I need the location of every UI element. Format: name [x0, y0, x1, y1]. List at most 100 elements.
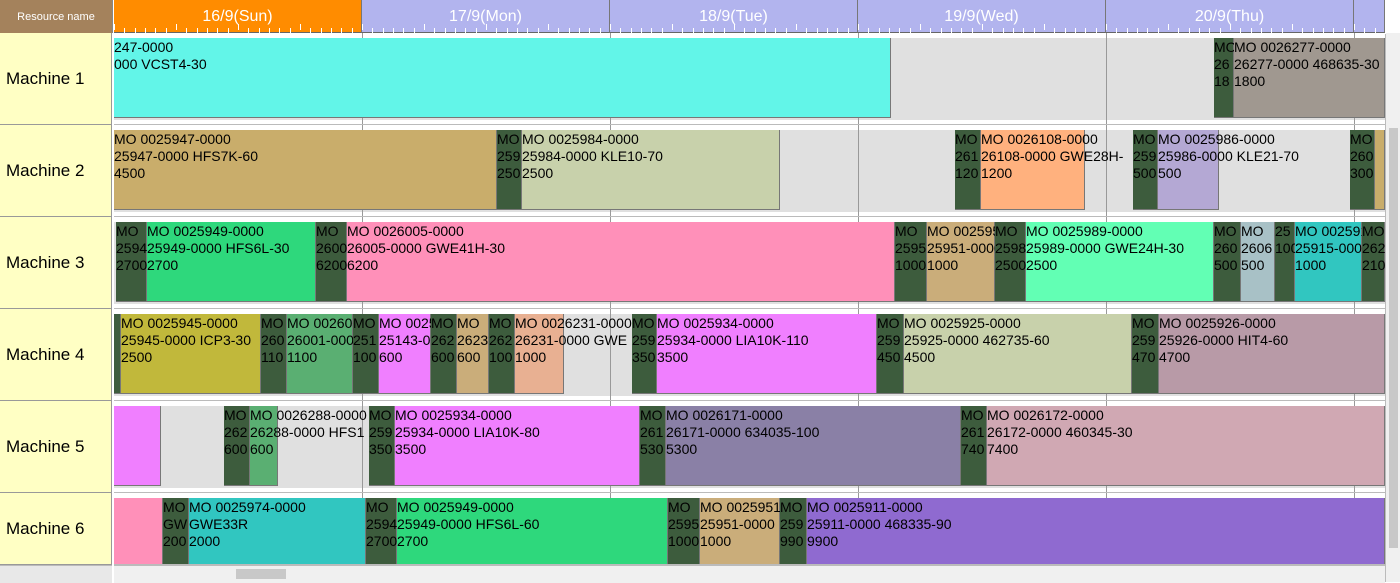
task-text: 1100 — [287, 349, 318, 365]
task-text: 2595 — [668, 516, 700, 532]
task-block[interactable]: MO 0025934-0000 25934-0000 LIA10K-110 3500 — [657, 314, 877, 394]
resource-row: MO 0025947-0000 25947-0000 HFS7K-60 4500 MO… — [114, 125, 1385, 217]
tick — [992, 28, 993, 34]
task-text: 500 — [1158, 165, 1182, 181]
task-block[interactable] — [114, 498, 163, 564]
task-block[interactable]: MO 2606 500 — [1241, 222, 1275, 302]
task-text: 260 — [1350, 148, 1374, 164]
task-text: 25984-0000 KLE10-70 — [522, 148, 663, 164]
tick — [548, 24, 549, 30]
tick — [445, 28, 446, 34]
tick — [517, 28, 518, 34]
task-block[interactable]: MO 2623 600 — [457, 314, 489, 394]
task-block[interactable]: MO 0025984-0000 25984-0000 KLE10-70 2500 — [522, 130, 780, 210]
task-block[interactable]: MO 2594 2700 — [366, 498, 397, 564]
tick — [465, 28, 466, 34]
task-text: MO 0026288-0000 — [250, 407, 367, 424]
task-block[interactable]: MO 261 530 — [640, 406, 666, 486]
task-block[interactable]: MO 251 100 — [353, 314, 379, 394]
task-text: 25945-0000 ICP3-30 — [121, 332, 251, 348]
task-block[interactable]: MO 0025974-0000 GWE33R 2000 — [189, 498, 366, 564]
task-block[interactable] — [114, 406, 161, 486]
task-block[interactable]: MO 0026005-0000 26005-0000 GWE41H-30 6200 — [347, 222, 895, 302]
tick — [734, 24, 735, 30]
task-block[interactable]: MO 0025949-0000 25949-0000 HFS6L-30 2700 — [147, 222, 316, 302]
task-block[interactable]: MO 2594 2700 — [116, 222, 147, 302]
task-block[interactable]: MO 0026288-000026288-0000 HFS1600 — [250, 406, 367, 486]
task-block[interactable]: 247-0000 000 VCST4-30 — [114, 38, 891, 118]
tick — [1333, 28, 1334, 34]
day-header[interactable]: 17/9(Mon) — [362, 0, 610, 33]
task-block[interactable]: MO 0026231-000026231-0000 GWE1000 — [515, 314, 632, 394]
task-text: MO 0025974-0000 — [189, 499, 306, 515]
task-block[interactable]: MO 0025947-0000 25947-0000 HFS7K-60 4500 — [114, 130, 497, 210]
task-block[interactable]: MO 259 990 — [780, 498, 807, 564]
task-text: 26108-0000 GWE28H- — [981, 148, 1124, 164]
task-block[interactable]: MO 261 740 — [961, 406, 987, 486]
horizontal-scrollbar[interactable] — [114, 565, 1385, 583]
task-block[interactable]: MO 260 110 — [261, 314, 287, 394]
scroll-thumb[interactable] — [236, 569, 286, 579]
task-block[interactable]: MO 260 300 — [1350, 130, 1375, 210]
tick — [310, 28, 311, 34]
task-text: 26001-0000 — [287, 332, 362, 348]
task-block[interactable]: MO 0025926-0000 25926-0000 HIT4-60 4700 — [1159, 314, 1385, 394]
task-block[interactable]: MO 259 450 — [877, 314, 904, 394]
tick — [1344, 28, 1345, 34]
task-block[interactable]: MO 260 500 — [1214, 222, 1241, 302]
task-block[interactable]: MO 2595 1000 — [895, 222, 927, 302]
task-block[interactable]: MO 0026171-0000 26171-0000 634035-100 5300 — [666, 406, 961, 486]
task-block[interactable]: MO 259 250 — [497, 130, 522, 210]
tick — [507, 28, 508, 34]
task-block[interactable]: MO 0025945-0000 25945-0000 ICP3-30 2500 — [121, 314, 261, 394]
task-text: MO — [877, 315, 900, 331]
task-block[interactable]: MO 2600 6200 — [316, 222, 347, 302]
task-block[interactable]: MO 0026172-0000 26172-0000 460345-30 7400 — [987, 406, 1385, 486]
tick — [341, 28, 342, 34]
task-block[interactable]: MO 259 350 — [632, 314, 657, 394]
day-divider — [1106, 125, 1107, 216]
task-text: 2500 — [522, 165, 554, 181]
task-block[interactable]: MO 0026277-0000 26277-0000 468635-30 1800 — [1234, 38, 1385, 118]
task-block[interactable]: MO 262 600 — [224, 406, 250, 486]
task-block[interactable]: MO 0025951-0000 25951-0000 1000 — [700, 498, 817, 564]
task-block[interactable]: MO 259 470 — [1132, 314, 1159, 394]
task-block[interactable]: MO 0025989-0000 25989-0000 GWE24H-30 2500 — [1026, 222, 1214, 302]
task-block[interactable]: MO 262 210 — [1362, 222, 1385, 302]
task-block[interactable]: MO 259 500 — [1133, 130, 1158, 210]
task-block[interactable]: MO 0026001-0000 26001-0000 1100 — [287, 314, 404, 394]
task-block[interactable]: MO GW 200 — [163, 498, 189, 564]
task-block[interactable]: MO 262 600 — [431, 314, 457, 394]
task-block[interactable] — [1375, 130, 1385, 210]
task-block[interactable]: MO 262 100 — [489, 314, 515, 394]
task-block[interactable]: MO 2595 1000 — [668, 498, 700, 564]
task-text: 1000 — [927, 257, 959, 273]
left-scrollbar[interactable] — [0, 565, 112, 583]
task-text: 251 — [353, 332, 377, 348]
tick — [941, 28, 942, 34]
task-block[interactable]: MO 26 18 — [1214, 38, 1237, 118]
task-block[interactable]: MO 0025949-0000 25949-0000 HFS6L-60 2700 — [397, 498, 668, 564]
task-block[interactable]: MO 0025911-0000 25911-0000 468335-90 9900 — [807, 498, 1385, 564]
task-block[interactable] — [114, 314, 121, 394]
task-block[interactable]: MO 0025951-0000 25951-0000 1000 — [927, 222, 1044, 302]
tick — [1116, 28, 1117, 34]
task-block[interactable]: MO 0025934-0000 25934-0000 LIA10K-80 3500 — [395, 406, 640, 486]
tick — [1199, 28, 1200, 34]
task-block[interactable]: MO 0025925-0000 25925-0000 462735-60 4500 — [904, 314, 1132, 394]
task-block[interactable]: MO 2598 2500 — [995, 222, 1026, 302]
task-block[interactable]: MO 261 120 — [955, 130, 981, 210]
task-block[interactable]: MO 0025986-000025986-0000 KLE21-70500 — [1158, 130, 1299, 210]
tick — [858, 24, 859, 30]
task-block[interactable]: MO 0026108-0000 26108-0000 GWE28H- 1200 — [981, 130, 1124, 210]
task-text: MO — [116, 223, 139, 239]
task-block[interactable]: 25 100 — [1275, 222, 1298, 302]
task-text: 26171-0000 634035-100 — [666, 424, 820, 440]
task-block[interactable]: MO 259 350 — [369, 406, 395, 486]
task-text: 210 — [1362, 257, 1385, 273]
vertical-scrollbar[interactable] — [1385, 33, 1400, 582]
tick — [486, 24, 487, 30]
scroll-thumb[interactable] — [1389, 128, 1398, 548]
